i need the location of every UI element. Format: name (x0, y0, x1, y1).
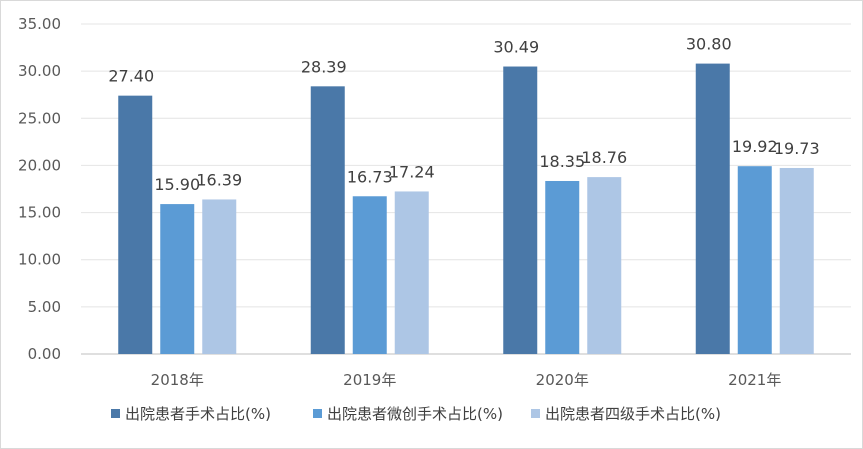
data-label: 18.35 (539, 152, 585, 171)
bar (503, 66, 538, 354)
bar (587, 177, 622, 354)
bar (352, 196, 387, 354)
data-label: 17.24 (389, 162, 435, 181)
data-label: 28.39 (301, 57, 347, 76)
x-tick-label: 2020年 (536, 371, 589, 389)
data-label: 19.92 (732, 137, 778, 156)
bar (545, 180, 580, 354)
y-tick-label: 35.00 (18, 15, 61, 33)
legend-label: 出院患者四级手术占比(%) (545, 405, 721, 423)
data-label: 30.49 (493, 38, 539, 57)
legend-label: 出院患者微创手术占比(%) (327, 405, 503, 423)
data-label: 18.76 (581, 148, 627, 167)
y-tick-label: 5.00 (28, 298, 61, 316)
x-tick-label: 2019年 (343, 371, 396, 389)
legend-swatch (531, 409, 540, 418)
bar (695, 63, 730, 354)
bar (779, 167, 814, 354)
data-label: 30.80 (686, 35, 732, 54)
y-tick-label: 15.00 (18, 204, 61, 222)
bar (737, 166, 772, 354)
bar (118, 95, 153, 355)
data-label: 19.73 (774, 139, 820, 158)
data-label: 16.39 (196, 170, 242, 189)
bar (310, 86, 345, 354)
legend-label: 出院患者手术占比(%) (125, 405, 271, 423)
x-tick-label: 2018年 (151, 371, 204, 389)
y-tick-label: 20.00 (18, 156, 61, 174)
data-label: 16.73 (347, 167, 393, 186)
y-tick-label: 25.00 (18, 109, 61, 127)
y-tick-label: 0.00 (28, 345, 61, 363)
x-tick-label: 2021年 (728, 371, 781, 389)
legend-swatch (111, 409, 120, 418)
bar (394, 191, 429, 354)
y-tick-label: 30.00 (18, 62, 61, 80)
legend-swatch (313, 409, 322, 418)
bar (202, 199, 237, 354)
data-label: 15.90 (154, 175, 200, 194)
data-label: 27.40 (108, 67, 154, 86)
bar (160, 204, 195, 354)
y-tick-label: 10.00 (18, 251, 61, 269)
